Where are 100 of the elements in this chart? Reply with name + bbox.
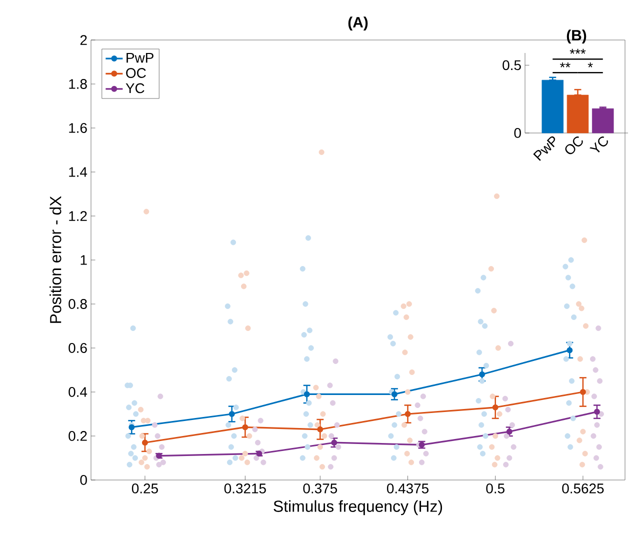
point bbox=[142, 440, 148, 446]
y-tick-label: 0 bbox=[80, 475, 87, 485]
y-tick-label: 0.6 bbox=[68, 343, 87, 353]
legend-label: PwP bbox=[126, 52, 154, 63]
point bbox=[596, 325, 602, 331]
point bbox=[590, 356, 596, 362]
point bbox=[491, 308, 497, 314]
legend-label: YC bbox=[126, 83, 144, 94]
point bbox=[322, 433, 328, 439]
x-tick-label: 0.375 bbox=[303, 484, 338, 494]
point bbox=[418, 460, 425, 466]
point bbox=[332, 358, 338, 364]
point bbox=[255, 440, 261, 446]
y-tick-label: 1 bbox=[80, 255, 87, 265]
point bbox=[260, 460, 266, 466]
point bbox=[319, 464, 326, 470]
point bbox=[566, 347, 573, 354]
point bbox=[252, 426, 258, 432]
point bbox=[146, 448, 152, 454]
x-tick-label: 0.5 bbox=[486, 484, 504, 494]
point bbox=[494, 193, 500, 199]
point bbox=[492, 462, 498, 468]
point bbox=[402, 350, 408, 356]
annotation: *** bbox=[570, 48, 586, 54]
y-tick-label: 2 bbox=[80, 35, 87, 45]
point bbox=[328, 464, 334, 470]
point bbox=[580, 389, 586, 395]
point bbox=[240, 284, 247, 290]
chart-title: (B) bbox=[566, 30, 586, 44]
point bbox=[331, 455, 337, 461]
point bbox=[590, 433, 596, 439]
x-tick-label: YC bbox=[590, 136, 608, 152]
y-tick-label: 0.2 bbox=[68, 431, 87, 441]
point bbox=[404, 389, 411, 395]
point bbox=[144, 464, 150, 470]
point bbox=[404, 450, 410, 456]
x-axis-title: Stimulus frequency (Hz) bbox=[274, 500, 442, 516]
point bbox=[140, 418, 146, 424]
point bbox=[577, 356, 583, 362]
point bbox=[244, 460, 250, 466]
point bbox=[420, 394, 426, 400]
point bbox=[240, 416, 246, 422]
annotation: ** bbox=[560, 62, 570, 68]
x-tick-label: OC bbox=[565, 136, 583, 154]
x-tick-label: 0.4375 bbox=[386, 484, 428, 494]
point bbox=[246, 433, 252, 439]
point bbox=[598, 464, 604, 470]
point bbox=[579, 462, 586, 468]
point bbox=[596, 378, 603, 384]
point bbox=[139, 433, 145, 439]
point bbox=[503, 462, 509, 468]
point bbox=[506, 428, 512, 435]
point bbox=[510, 444, 516, 450]
point bbox=[582, 323, 589, 329]
point bbox=[391, 391, 398, 398]
y-tick-label: 1.8 bbox=[69, 79, 87, 89]
point bbox=[154, 433, 160, 439]
point bbox=[238, 272, 244, 278]
point bbox=[582, 237, 588, 243]
point bbox=[304, 391, 310, 398]
point bbox=[418, 416, 424, 422]
point bbox=[242, 450, 248, 456]
x-tick-label: 0.25 bbox=[132, 484, 158, 494]
point bbox=[492, 433, 498, 439]
point bbox=[406, 301, 412, 307]
y-tick-label: 0.8 bbox=[68, 299, 87, 309]
point bbox=[317, 426, 324, 432]
point bbox=[506, 455, 512, 461]
point bbox=[596, 444, 602, 450]
y-tick-label: 1.6 bbox=[69, 123, 87, 133]
point bbox=[576, 301, 582, 307]
point bbox=[494, 455, 500, 461]
point bbox=[490, 394, 496, 400]
point bbox=[158, 444, 165, 450]
point bbox=[328, 433, 334, 439]
point bbox=[142, 455, 148, 461]
point bbox=[245, 325, 251, 331]
point bbox=[488, 266, 494, 272]
point bbox=[580, 428, 586, 434]
point bbox=[318, 149, 324, 155]
point bbox=[423, 450, 429, 456]
point bbox=[594, 422, 600, 428]
chart-title: (A) bbox=[348, 16, 368, 30]
point bbox=[404, 314, 410, 320]
point bbox=[242, 424, 248, 430]
y-tick-label: 1.4 bbox=[69, 167, 88, 177]
legend-label: OC bbox=[126, 68, 146, 78]
point bbox=[313, 384, 319, 390]
point bbox=[495, 345, 501, 351]
point bbox=[254, 455, 260, 461]
point bbox=[138, 460, 144, 466]
point bbox=[594, 408, 600, 415]
y-tick-label: 0.4 bbox=[68, 387, 88, 397]
point bbox=[327, 382, 333, 388]
x-tick-label: 0.5625 bbox=[562, 484, 604, 494]
point bbox=[400, 303, 406, 309]
point bbox=[408, 334, 414, 340]
point bbox=[128, 424, 135, 430]
point bbox=[156, 462, 162, 468]
point bbox=[422, 428, 428, 434]
